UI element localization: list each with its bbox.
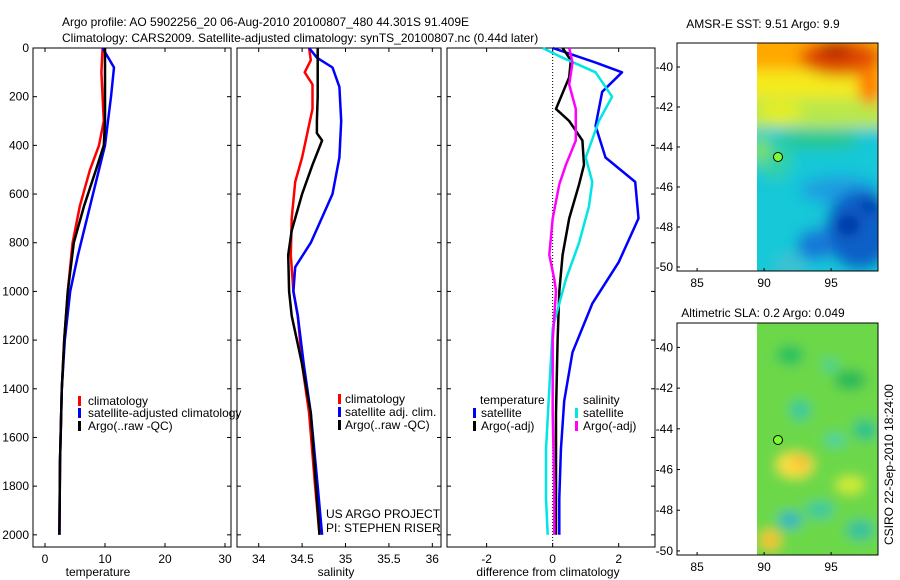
legend-swatch-temp-satellite [473, 408, 476, 418]
legend-swatch-satellite-adjusted [78, 408, 81, 418]
temperature-xtick-label: 0 [42, 552, 49, 566]
salinity-panel: salinity climatology satellite adj. clim… [236, 47, 442, 579]
temperature-legend: climatology satellite-adjusted climatolo… [78, 394, 241, 433]
temperature-panel: temperature climatology satellite-adjust… [2, 41, 241, 579]
sst-map-ytick-label: -46 [656, 180, 674, 194]
legend-label-sal-argo: Argo(-adj) [583, 419, 636, 433]
pi-credit: PI: STEPHEN RISER [326, 521, 441, 535]
legend-swatch-climatology [78, 396, 81, 406]
salinity-series-argo-raw-qc- [286, 48, 324, 535]
sst-map-ytick-label: -44 [656, 140, 674, 154]
sla-map-ytick-label: -46 [656, 463, 674, 477]
sst-map-xtick-label: 95 [824, 276, 838, 290]
legend-label-climatology: climatology [345, 392, 405, 406]
difference-series-salinity-argo-adj- [548, 47, 578, 535]
difference-xtick-label: 0 [549, 552, 556, 566]
legend-swatch-sal-argo [575, 421, 578, 431]
sst-map-title: AMSR-E SST: 9.51 Argo: 9.9 [686, 17, 840, 31]
salinity-axes-frame [236, 47, 442, 548]
legend-swatch-argo [78, 421, 81, 431]
salinity-xtick-label: 36 [426, 552, 440, 566]
depth-tick-label: 2000 [2, 528, 29, 542]
legend-label-temp-argo: Argo(-adj) [481, 419, 534, 433]
difference-series-temperature-argo-adj- [554, 47, 586, 535]
legend-label-argo: Argo(..raw -QC) [88, 419, 173, 433]
depth-tick-label: 600 [9, 187, 29, 201]
sla-map-xtick-label: 90 [757, 560, 771, 574]
difference-series-temperature-satellite [552, 46, 640, 535]
sst-map-ytick-label: -40 [656, 60, 674, 74]
sst-heatmap [757, 43, 878, 271]
difference-series-salinity-satellite [542, 46, 614, 535]
salinity-xlabel: salinity [318, 565, 355, 579]
depth-tick-label: 1000 [2, 284, 29, 298]
sst-float-marker [773, 152, 783, 162]
temperature-xtick-label: 10 [98, 552, 112, 566]
legend-label-satellite-adj: satellite adj. clim. [345, 405, 436, 419]
sst-map-ytick-label: -50 [656, 260, 674, 274]
legend-swatch-argo [338, 420, 341, 430]
depth-tick-label: 200 [9, 90, 29, 104]
salinity-legend: climatology satellite adj. clim. Argo(..… [338, 392, 436, 432]
sla-map-frame [676, 322, 879, 556]
legend-label-argo: Argo(..raw -QC) [345, 418, 430, 432]
sla-map-ytick-label: -50 [656, 544, 674, 558]
depth-tick-label: 1400 [2, 382, 29, 396]
legend-label-climatology: climatology [88, 394, 148, 408]
temperature-xlabel: temperature [66, 565, 131, 579]
depth-tick-label: 400 [9, 138, 29, 152]
depth-tick-label: 800 [9, 236, 29, 250]
project-credit: US ARGO PROJECT [326, 507, 441, 521]
difference-legend: temperature salinity satellite Argo(-adj… [473, 393, 636, 433]
difference-xtick-label: -2 [481, 552, 492, 566]
difference-xtick-label: 2 [615, 552, 622, 566]
sla-heatmap [757, 323, 878, 555]
legend-label-satellite-adjusted: satellite-adjusted climatology [88, 406, 241, 420]
sla-map-ytick-label: -42 [656, 381, 674, 395]
difference-axes-frame [446, 47, 656, 548]
difference-xlabel: difference from climatology [476, 565, 619, 579]
sla-map-ytick-label: -44 [656, 422, 674, 436]
salinity-xtick-label: 34 [252, 552, 266, 566]
salinity-xtick-label: 34.5 [290, 552, 314, 566]
sst-map-xtick-label: 85 [690, 276, 704, 290]
legend-swatch-satellite-adj [338, 407, 341, 417]
figure-title-line2: Climatology: CARS2009. Satellite-adjuste… [62, 31, 538, 45]
sla-map-title: Altimetric SLA: 0.2 Argo: 0.049 [681, 306, 845, 320]
legend-swatch-climatology [338, 394, 341, 404]
depth-tick-label: 1600 [2, 430, 29, 444]
depth-tick-label: 1200 [2, 333, 29, 347]
temperature-xtick-label: 30 [218, 552, 232, 566]
difference-panel: difference from climatology temperature … [446, 46, 656, 579]
temperature-series-argo-raw-qc- [58, 48, 107, 535]
sla-map-xtick-label: 95 [824, 560, 838, 574]
sst-map-ytick-label: -48 [656, 220, 674, 234]
legend-group-temperature: temperature [480, 393, 545, 407]
legend-swatch-sal-satellite [575, 408, 578, 418]
legend-label-temp-satellite: satellite [481, 406, 522, 420]
salinity-xtick-label: 35 [339, 552, 353, 566]
depth-tick-label: 0 [22, 41, 29, 55]
legend-label-sal-satellite: satellite [583, 406, 624, 420]
figure-title-line1: Argo profile: AO 5902256_20 06-Aug-2010 … [62, 15, 469, 29]
sst-map-panel: AMSR-E SST: 9.51 Argo: 9.9 [656, 17, 879, 290]
csiro-timestamp: CSIRO 22-Sep-2010 18:24:00 [882, 384, 896, 545]
sla-map-ytick-label: -48 [656, 503, 674, 517]
legend-swatch-temp-argo [473, 421, 476, 431]
depth-tick-label: 1800 [2, 479, 29, 493]
sst-map-frame [676, 42, 879, 272]
sla-map-xtick-label: 85 [690, 560, 704, 574]
sla-map-ytick-label: -40 [656, 340, 674, 354]
sst-map-xtick-label: 90 [757, 276, 771, 290]
sla-map-panel: Altimetric SLA: 0.2 Argo: 0.049 85 90 95 -4… [656, 306, 879, 574]
salinity-xtick-label: 35.5 [377, 552, 401, 566]
temperature-axes-frame [32, 47, 232, 548]
sst-map-ytick-label: -42 [656, 100, 674, 114]
sla-float-marker [773, 435, 783, 445]
legend-group-salinity: salinity [583, 393, 620, 407]
temperature-xtick-label: 20 [158, 552, 172, 566]
temperature-series-climatology [58, 47, 106, 535]
